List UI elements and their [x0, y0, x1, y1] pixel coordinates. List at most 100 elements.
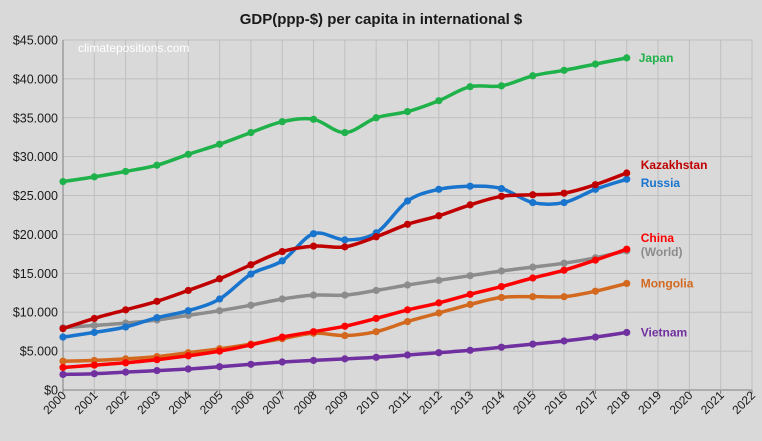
data-point-vietnam	[122, 368, 130, 376]
data-point-china	[278, 333, 286, 341]
data-point-kazakhstan	[153, 297, 161, 305]
data-point-vietnam	[153, 366, 161, 375]
data-point-vietnam	[403, 351, 412, 359]
data-point-japan	[497, 82, 506, 90]
data-point-mongolia	[560, 293, 568, 301]
data-point-world	[466, 272, 474, 280]
data-point-kazakhstan	[529, 191, 537, 199]
data-point-mongolia	[497, 293, 506, 302]
data-point-world	[372, 286, 380, 295]
data-point-vietnam	[435, 349, 443, 357]
data-point-mongolia	[59, 357, 67, 365]
data-point-japan	[309, 115, 318, 123]
data-point-japan	[466, 83, 474, 91]
data-point-mongolia	[466, 300, 474, 309]
data-point-world	[403, 281, 412, 289]
data-point-world	[341, 291, 349, 299]
data-point-russia	[435, 185, 443, 193]
data-point-russia	[122, 323, 130, 331]
data-point-kazakhstan	[309, 242, 318, 250]
data-point-kazakhstan	[497, 192, 506, 200]
data-point-kazakhstan	[59, 324, 67, 333]
data-point-japan	[215, 140, 224, 148]
series-label-japan: Japan	[639, 51, 674, 65]
data-point-china	[497, 282, 506, 291]
data-point-world	[247, 301, 255, 309]
y-tick-label: $0	[44, 384, 58, 398]
data-point-kazakhstan	[403, 220, 412, 228]
data-point-japan	[184, 150, 192, 158]
data-point-kazakhstan	[122, 306, 130, 314]
data-point-japan	[341, 128, 349, 137]
watermark-text: climatepositions.com	[78, 41, 189, 55]
data-point-japan	[247, 128, 255, 137]
data-point-vietnam	[309, 356, 318, 365]
data-point-china	[184, 352, 192, 360]
data-point-world	[278, 295, 286, 303]
data-point-mongolia	[591, 287, 600, 295]
data-point-kazakhstan	[435, 212, 443, 220]
data-point-mongolia	[623, 279, 631, 288]
data-point-russia	[309, 230, 318, 238]
data-point-japan	[372, 114, 380, 122]
data-point-kazakhstan	[341, 243, 349, 251]
data-point-japan	[529, 72, 537, 80]
data-point-world	[309, 291, 318, 299]
data-point-russia	[184, 307, 192, 315]
series-label-russia: Russia	[641, 176, 681, 190]
data-point-world	[560, 259, 568, 267]
data-point-china	[59, 363, 67, 372]
data-point-vietnam	[591, 333, 600, 341]
data-point-china	[309, 328, 318, 336]
data-point-russia	[278, 257, 286, 265]
y-tick-label: $15.000	[13, 267, 58, 281]
data-point-russia	[466, 182, 474, 190]
data-point-kazakhstan	[278, 247, 286, 256]
data-point-china	[529, 274, 537, 282]
data-point-vietnam	[184, 365, 192, 373]
data-point-russia	[247, 270, 255, 278]
data-point-china	[341, 322, 349, 330]
data-point-kazakhstan	[623, 169, 631, 177]
y-tick-label: $40.000	[13, 72, 58, 86]
data-point-japan	[122, 167, 130, 176]
data-point-kazakhstan	[466, 201, 474, 209]
data-point-china	[247, 341, 255, 349]
data-point-world	[215, 307, 224, 315]
data-point-japan	[623, 54, 631, 62]
data-point-kazakhstan	[591, 181, 600, 189]
data-point-kazakhstan	[372, 233, 380, 241]
data-point-japan	[278, 118, 286, 126]
series-labels: Japan Kazakhstan Russia China(World) Mongoli…	[639, 51, 708, 340]
data-point-kazakhstan	[184, 286, 192, 295]
series-label-kazakhstan: Kazakhstan	[641, 158, 708, 172]
data-point-china	[215, 347, 224, 355]
data-point-mongolia	[372, 328, 380, 336]
data-point-china	[372, 314, 380, 323]
data-point-china	[466, 290, 474, 298]
data-point-china	[435, 299, 443, 307]
data-point-vietnam	[90, 370, 98, 378]
data-point-kazakhstan	[90, 314, 98, 323]
data-point-japan	[591, 60, 600, 68]
data-point-china	[403, 306, 412, 314]
data-point-japan	[153, 161, 161, 169]
chart-title: GDP(ppp-$) per capita in international $	[240, 11, 523, 28]
data-point-vietnam	[247, 360, 255, 368]
data-point-russia	[341, 236, 349, 244]
data-point-china	[153, 356, 161, 364]
data-point-mongolia	[435, 309, 443, 317]
data-point-world	[435, 276, 443, 284]
data-point-china	[591, 256, 600, 264]
data-point-russia	[90, 328, 98, 337]
data-point-kazakhstan	[215, 275, 224, 283]
data-point-china	[623, 245, 631, 253]
data-point-world	[529, 263, 537, 271]
y-tick-label: $25.000	[13, 189, 58, 203]
data-point-mongolia	[403, 317, 412, 326]
data-point-china	[560, 266, 568, 274]
data-point-russia	[59, 333, 67, 341]
data-point-mongolia	[341, 331, 349, 340]
